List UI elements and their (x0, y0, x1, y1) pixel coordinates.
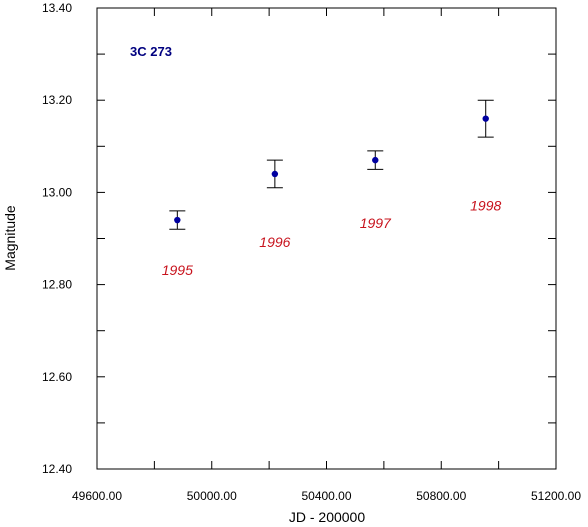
y-axis-ticks (97, 7, 556, 470)
y-axis-tick-labels: 12.40 12.60 12.80 13.00 13.20 13.40 (42, 1, 72, 476)
y-tick-label: 13.20 (42, 93, 72, 107)
data-point (271, 170, 279, 178)
data-points (174, 115, 489, 224)
x-tick-label: 49600.00 (72, 489, 122, 503)
year-label: 1998 (470, 198, 501, 214)
y-tick-label: 12.60 (42, 370, 72, 384)
data-point (482, 115, 489, 122)
x-tick-label: 50400.00 (301, 489, 351, 503)
x-tick-label: 50800.00 (416, 489, 466, 503)
year-labels: 1995 1996 1997 1998 (162, 198, 502, 278)
x-axis-tick-labels: 49600.00 50000.00 50400.00 50800.00 51200.00 (72, 489, 581, 503)
data-point (372, 156, 379, 164)
y-tick-label: 13.00 (42, 185, 72, 199)
x-axis-ticks (96, 8, 557, 469)
x-tick-label: 50000.00 (187, 489, 237, 503)
y-tick-label: 12.40 (42, 462, 72, 476)
plot-frame (96, 7, 557, 470)
y-tick-label: 13.40 (42, 1, 72, 15)
error-bars (169, 99, 494, 230)
data-point (174, 216, 181, 224)
x-tick-label: 51200.00 (531, 489, 581, 503)
x-axis-title: JD - 200000 (289, 509, 365, 525)
year-label: 1997 (360, 215, 392, 231)
chart-title: 3C 273 (130, 44, 172, 59)
y-tick-label: 12.80 (42, 278, 72, 292)
year-label: 1995 (162, 262, 193, 278)
year-label: 1996 (259, 234, 290, 250)
y-axis-title: Magnitude (2, 205, 18, 271)
